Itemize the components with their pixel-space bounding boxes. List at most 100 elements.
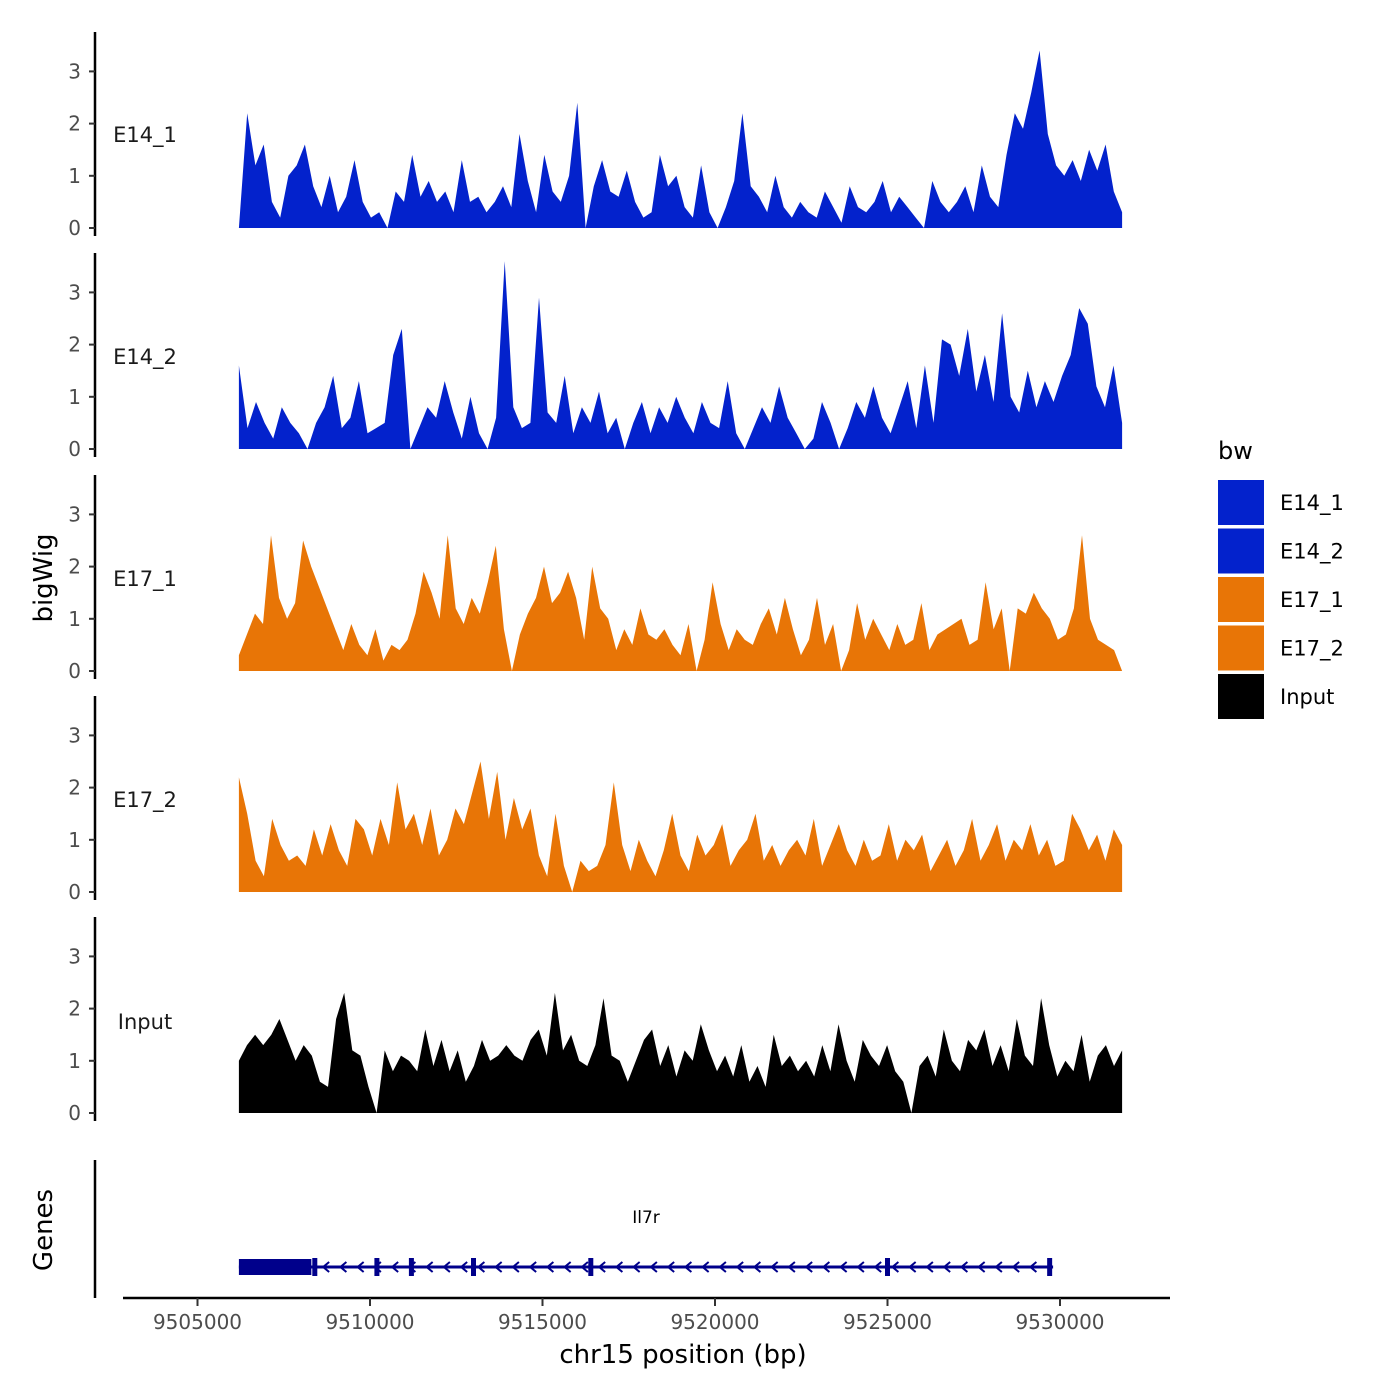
y-tick-label: 3 xyxy=(68,59,81,83)
strand-chevron xyxy=(407,1261,417,1273)
x-tick-label: 9515000 xyxy=(498,1310,587,1334)
legend-label: E14_2 xyxy=(1280,540,1344,565)
area-e17_1 xyxy=(238,535,1123,671)
strand-chevron xyxy=(873,1261,882,1273)
strand-chevron xyxy=(821,1261,831,1273)
strand-chevron xyxy=(718,1261,727,1273)
strand-chevron xyxy=(804,1261,813,1273)
x-tick-label: 9520000 xyxy=(670,1310,759,1334)
strand-chevron xyxy=(476,1261,486,1273)
track-label: Input xyxy=(118,1010,172,1034)
strand-chevron xyxy=(511,1261,520,1273)
strand-chevron xyxy=(459,1261,468,1273)
track-label: E14_2 xyxy=(113,345,177,370)
strand-chevron xyxy=(649,1261,658,1273)
legend-swatch-e17_2 xyxy=(1218,625,1264,671)
gene-exon xyxy=(1047,1258,1053,1276)
strand-chevron xyxy=(528,1261,537,1273)
genes-track: Il7r xyxy=(93,1160,1054,1298)
strand-chevron xyxy=(321,1261,330,1273)
strand-chevron xyxy=(597,1261,606,1273)
strand-chevron xyxy=(666,1261,675,1273)
x-axis-title: chr15 position (bp) xyxy=(559,1340,806,1370)
track-label: E14_1 xyxy=(113,123,177,148)
gene-utr-block xyxy=(238,1259,312,1275)
strand-chevron xyxy=(338,1261,348,1273)
area-e14_2 xyxy=(238,261,1123,449)
strand-chevron xyxy=(890,1261,900,1273)
legend-swatch-e17_1 xyxy=(1218,577,1264,622)
y-tick-label: 3 xyxy=(68,502,81,526)
track-input: 0 1 2 3 Input xyxy=(68,917,1123,1125)
strand-chevron xyxy=(442,1261,451,1273)
strand-chevron xyxy=(1011,1261,1020,1273)
gene-exon xyxy=(885,1258,890,1276)
strand-chevron xyxy=(942,1261,951,1273)
area-e17_2 xyxy=(238,761,1123,892)
legend-label: E17_2 xyxy=(1280,637,1344,662)
legend-swatch-input xyxy=(1218,674,1264,719)
y-tick-label: 2 xyxy=(68,776,81,800)
y-tick-label: 3 xyxy=(68,280,81,304)
gene-exon xyxy=(408,1258,414,1276)
legend-label: Input xyxy=(1280,685,1334,709)
strand-chevron xyxy=(494,1261,503,1273)
x-axis: 9505000 9510000 9515000 9520000 9525000 95300… xyxy=(123,1296,1170,1334)
gene-exon xyxy=(588,1258,594,1276)
y-tick-label: 3 xyxy=(68,723,81,747)
strand-chevron xyxy=(390,1261,399,1273)
x-tick-label: 9525000 xyxy=(843,1310,932,1334)
y-tick-label: 1 xyxy=(68,385,81,409)
legend-swatch-e14_1 xyxy=(1218,480,1264,525)
strand-chevron xyxy=(908,1261,917,1273)
strand-chevron xyxy=(735,1261,744,1273)
strand-chevron xyxy=(839,1261,848,1273)
strand-chevron xyxy=(1028,1261,1038,1273)
x-tick-label: 9530000 xyxy=(1015,1310,1104,1334)
y-tick-label: 0 xyxy=(68,1101,81,1125)
y-tick-label: 1 xyxy=(68,1049,81,1073)
track-e17_2: 0 1 2 3 E17_2 xyxy=(68,696,1123,904)
strand-chevron xyxy=(701,1261,710,1273)
y-tick-label: 1 xyxy=(68,828,81,852)
gene-exon xyxy=(471,1258,476,1276)
strand-chevron xyxy=(580,1261,589,1273)
strand-chevron xyxy=(770,1261,779,1273)
y-tick-label: 0 xyxy=(68,437,81,461)
area-input xyxy=(238,992,1123,1113)
y-tick-label: 0 xyxy=(68,216,81,240)
legend-swatch-e14_2 xyxy=(1218,528,1264,574)
genes-axis-title: Genes xyxy=(29,1189,59,1271)
y-tick-label: 2 xyxy=(68,555,81,579)
y-tick-label: 0 xyxy=(68,659,81,683)
strand-chevron xyxy=(787,1261,796,1273)
track-e17_1: 0 1 2 3 E17_1 xyxy=(68,475,1123,683)
track-label: E17_2 xyxy=(113,788,177,813)
signal-tracks: 0 1 2 3 E14_1 0 1 2 3 E14_2 0 1 2 3 E17_1 0 1 2 3 E17_2 0 1 2 3… xyxy=(68,32,1123,1125)
strand-chevron xyxy=(683,1261,693,1273)
y-tick-label: 2 xyxy=(68,333,81,357)
y-tick-label: 1 xyxy=(68,164,81,188)
strand-chevron xyxy=(356,1261,365,1273)
y-tick-label: 2 xyxy=(68,997,81,1021)
strand-chevron xyxy=(856,1261,865,1273)
gene-exon xyxy=(374,1258,380,1276)
track-e14_1: 0 1 2 3 E14_1 xyxy=(68,32,1123,240)
strand-chevron xyxy=(425,1261,434,1273)
gene-name-label: Il7r xyxy=(632,1208,660,1228)
x-tick-label: 9505000 xyxy=(153,1310,242,1334)
strand-chevron xyxy=(632,1261,641,1273)
strand-chevron xyxy=(563,1261,572,1273)
strand-chevron xyxy=(545,1261,555,1273)
x-tick-label: 9510000 xyxy=(325,1310,414,1334)
track-e14_2: 0 1 2 3 E14_2 xyxy=(68,253,1123,461)
strand-chevron xyxy=(614,1261,624,1273)
strand-chevron xyxy=(925,1261,934,1273)
y-tick-label: 1 xyxy=(68,607,81,631)
y-tick-label: 0 xyxy=(68,880,81,904)
legend-title: bw xyxy=(1218,437,1253,465)
strand-chevron xyxy=(977,1261,986,1273)
strand-chevron xyxy=(959,1261,969,1273)
